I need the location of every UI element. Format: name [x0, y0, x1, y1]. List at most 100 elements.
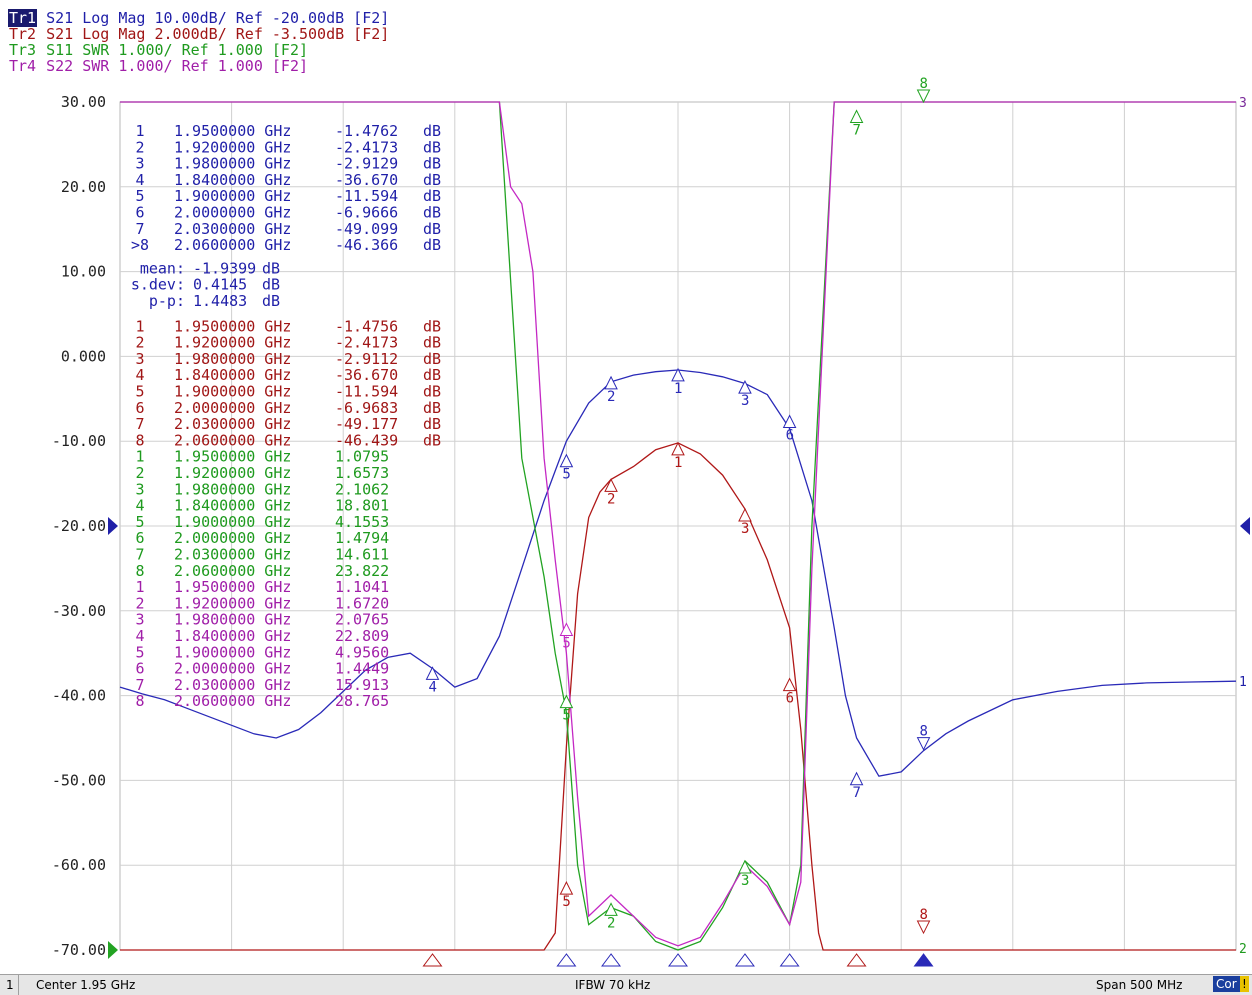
marker-table-frequency: 1.9800000 GHz — [174, 611, 291, 629]
correction-badge[interactable]: Cor — [1213, 976, 1240, 992]
marker-table-frequency: 1.9000000 GHz — [174, 383, 291, 401]
marker-table-frequency: 1.9500000 GHz — [174, 448, 291, 466]
stimulus-marker — [846, 953, 867, 967]
traces — [119, 101, 1237, 951]
marker-table-frequency: 1.9800000 GHz — [174, 350, 291, 368]
statistics-unit: dB — [262, 276, 280, 294]
y-tick-label: 0.000 — [61, 347, 106, 365]
trace-tag-tr2[interactable]: Tr2 — [9, 25, 37, 43]
marker-table-frequency: 1.9200000 GHz — [174, 334, 291, 352]
marker-tr1-3 — [738, 379, 752, 394]
marker-tr2-1 — [671, 441, 685, 456]
marker-tr2-3 — [738, 507, 752, 522]
y-tick-label: -40.00 — [52, 687, 106, 705]
marker-tr1-6 — [782, 414, 797, 428]
marker-tr3-2 — [604, 902, 618, 916]
marker-table-value: -11.594 — [335, 187, 398, 205]
y-tick-label: -50.00 — [52, 771, 106, 789]
marker-tr1-4 — [425, 666, 440, 680]
marker-table-unit: dB — [423, 236, 441, 254]
marker-tr4-5 — [559, 622, 574, 637]
trace-tag-tr1[interactable]: Tr1 — [8, 9, 38, 27]
marker-table-value: -49.099 — [335, 220, 398, 238]
marker-label: 5 — [562, 708, 570, 724]
y-tick-label: 10.00 — [61, 263, 106, 281]
marker-table-frequency: 1.9000000 GHz — [174, 187, 291, 205]
marker-tr1-5 — [559, 453, 574, 468]
frequency-span[interactable]: Span 500 MHz — [1096, 978, 1183, 992]
statistics-label: mean: — [140, 259, 185, 277]
trace-line-tr3[interactable]: Tr3 S11 SWR 1.000/ Ref 1.000 [F2] — [8, 42, 389, 58]
marker-table-value: 2.0765 — [335, 611, 389, 629]
marker-table-index: 3 — [135, 480, 144, 498]
trace-header: Tr1 S21 Log Mag 10.00dB/ Ref -20.00dB [F… — [8, 9, 389, 74]
marker-table-index: 1 — [135, 448, 144, 466]
trace-line-tr4[interactable]: Tr4 S22 SWR 1.000/ Ref 1.000 [F2] — [8, 58, 389, 74]
trace-tag-tr4[interactable]: Tr4 — [9, 57, 37, 75]
warning-badge[interactable]: ! — [1240, 976, 1249, 992]
end-label-bottom: 2 — [1239, 942, 1247, 957]
marker-table-index: 1 — [135, 122, 144, 140]
marker-table-unit: dB — [423, 187, 441, 205]
marker-label: 8 — [920, 907, 928, 923]
marker-label: 2 — [607, 389, 615, 405]
marker-table-value: 15.913 — [335, 676, 389, 694]
y-tick-label: 20.00 — [61, 178, 106, 196]
marker-tr2-2 — [604, 478, 618, 492]
marker-table-unit: dB — [423, 431, 441, 449]
marker-tr2-6 — [782, 677, 797, 692]
marker-table-frequency: 1.9200000 GHz — [174, 594, 291, 612]
marker-table-index: 6 — [135, 399, 144, 417]
marker-tr3-5 — [559, 694, 574, 709]
trace-line-tr2[interactable]: Tr2 S21 Log Mag 2.000dB/ Ref -3.500dB [F… — [8, 26, 389, 42]
marker-table-frequency: 1.9800000 GHz — [174, 155, 291, 173]
marker-label: 1 — [674, 455, 682, 471]
marker-label: 5 — [562, 636, 570, 652]
marker-table-unit: dB — [423, 155, 441, 173]
marker-table-index: 2 — [135, 138, 144, 156]
marker-table-frequency: 1.9000000 GHz — [174, 643, 291, 661]
marker-table-value: -36.670 — [335, 366, 398, 384]
marker-table-unit: dB — [423, 171, 441, 189]
y-tick-label: -70.00 — [52, 941, 106, 959]
reference-arrow-right — [1240, 517, 1250, 535]
marker-table-index: 2 — [135, 464, 144, 482]
trace-tag-tr3[interactable]: Tr3 — [9, 41, 37, 59]
statistics-label: p-p: — [149, 292, 185, 310]
plot-area[interactable]: 30.00 20.00 10.00 0.000 -10.00 -20.00 -30.00 -4… — [0, 0, 1252, 974]
marker-table-index: 1 — [135, 317, 144, 335]
marker-table-value: -36.670 — [335, 171, 398, 189]
marker-table-value: 1.4794 — [335, 529, 389, 547]
marker-table-unit: dB — [423, 415, 441, 433]
reference-arrow-left — [108, 517, 118, 535]
marker-tr3-8 — [916, 89, 931, 104]
marker-table-value: 28.765 — [335, 692, 389, 710]
markers: 1 2 3 4 5 6 7 8 1 2 3 5 6 8 5 7 8 2 3 5 — [422, 76, 934, 967]
marker-table-unit: dB — [423, 138, 441, 156]
stimulus-marker — [556, 953, 577, 967]
trace-tr1 — [119, 369, 1237, 777]
center-frequency[interactable]: Center 1.95 GHz — [36, 978, 136, 992]
marker-tr2-5 — [559, 881, 574, 895]
marker-table-frequency: 1.8400000 GHz — [174, 171, 291, 189]
marker-table-index: 3 — [135, 350, 144, 368]
marker-table-index: 1 — [135, 578, 144, 596]
if-bandwidth[interactable]: IFBW 70 kHz — [575, 978, 651, 992]
marker-tr1-7 — [849, 771, 864, 786]
marker-table-value: -46.439 — [335, 431, 398, 449]
marker-table-index: 8 — [135, 692, 144, 710]
marker-table-value: 4.9560 — [335, 643, 389, 661]
channel-number[interactable]: 1 — [6, 978, 14, 992]
marker-table-value: -2.4173 — [335, 334, 398, 352]
marker-table-frequency: 2.0600000 GHz — [174, 692, 291, 710]
marker-table-value: 2.1062 — [335, 480, 389, 498]
trace-line-tr1[interactable]: Tr1 S21 Log Mag 10.00dB/ Ref -20.00dB [F… — [8, 9, 389, 27]
stimulus-marker — [734, 953, 755, 967]
marker-table-frequency: 1.8400000 GHz — [174, 627, 291, 645]
marker-table-index: 8 — [135, 562, 144, 580]
marker-label: 6 — [786, 427, 794, 443]
statistics-label: s.dev: — [131, 276, 185, 294]
marker-table-frequency: 1.9500000 GHz — [174, 317, 291, 335]
marker-tr1-8 — [916, 737, 931, 751]
marker-table-frequency: 2.0600000 GHz — [174, 562, 291, 580]
